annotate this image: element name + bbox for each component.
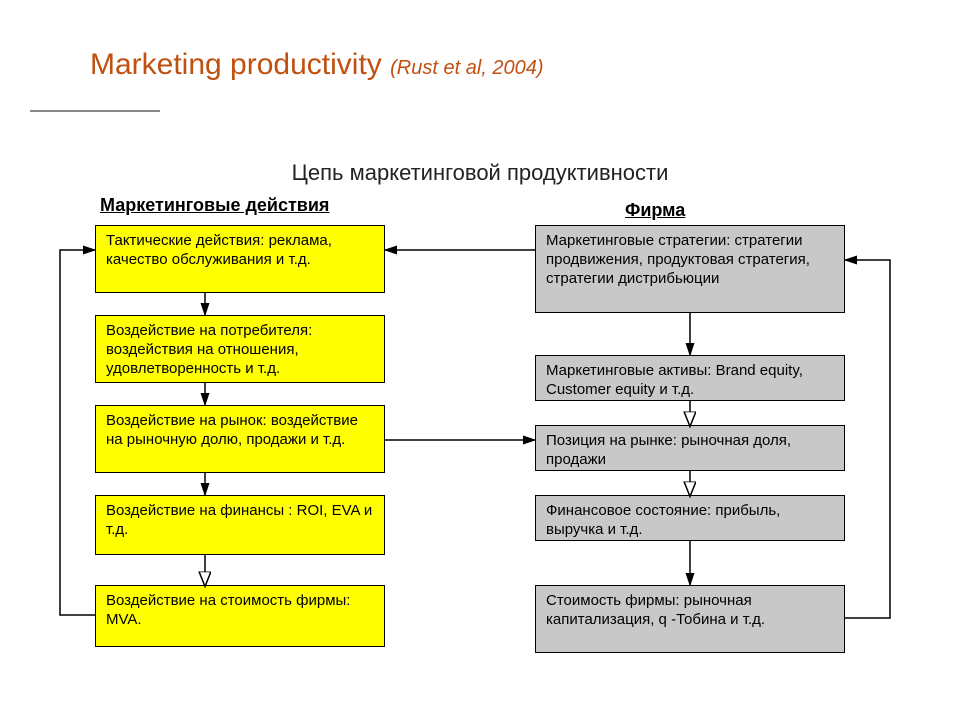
left-3-box: Воздействие на финансы : ROI, EVA и т.д. <box>95 495 385 555</box>
right-3-box: Финансовое состояние: прибыль, выручка и… <box>535 495 845 541</box>
left-2-box: Воздействие на рынок: воздействие на рын… <box>95 405 385 473</box>
right-column-header: Фирма <box>625 200 685 221</box>
title-underline <box>30 110 160 112</box>
left-0-box: Тактические действия: реклама, качество … <box>95 225 385 293</box>
left-column-header: Маркетинговые действия <box>100 195 329 216</box>
right-4-box: Стоимость фирмы: рыночная капитализация,… <box>535 585 845 653</box>
left-4-box: Воздействие на стоимость фирмы: MVA. <box>95 585 385 647</box>
right-2-box: Позиция на рынке: рыночная доля, продажи <box>535 425 845 471</box>
right-0-box: Маркетинговые стратегии: стратегии продв… <box>535 225 845 313</box>
title-bar: Marketing productivity (Rust et al, 2004… <box>30 30 930 82</box>
title-text: Marketing productivity <box>90 48 382 81</box>
title-citation: (Rust et al, 2004) <box>390 57 543 79</box>
page-title: Marketing productivity (Rust et al, 2004… <box>90 48 930 82</box>
right-1-box: Маркетинговые активы: Brand equity, Cust… <box>535 355 845 401</box>
subtitle: Цепь маркетинговой продуктивности <box>0 160 960 186</box>
left-1-box: Воздействие на потребителя: воздействия … <box>95 315 385 383</box>
